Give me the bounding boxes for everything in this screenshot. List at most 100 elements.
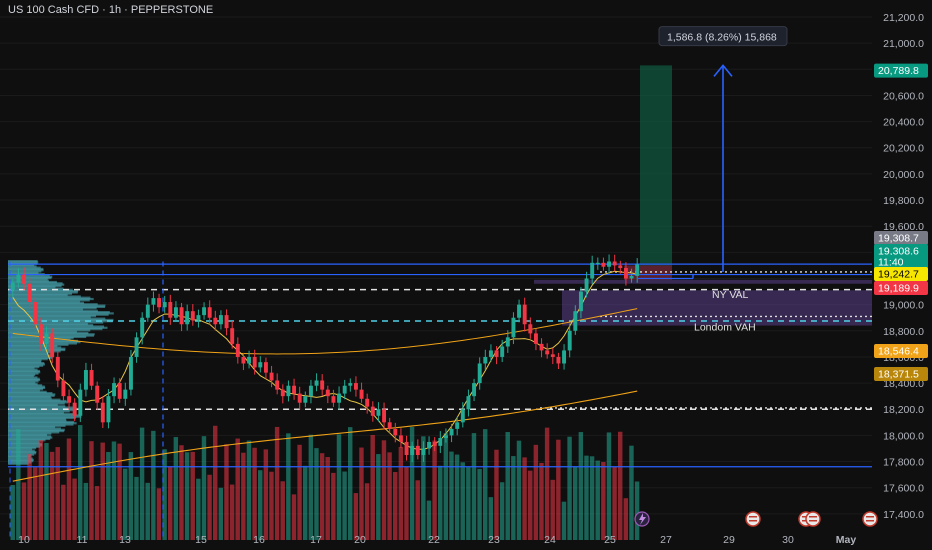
volume-bar bbox=[263, 449, 269, 540]
candle-body bbox=[145, 304, 150, 318]
volume-bar bbox=[134, 476, 139, 540]
y-tick-label: 20,200.0 bbox=[883, 143, 924, 155]
candle-body bbox=[112, 383, 117, 397]
volume-profile-bar bbox=[8, 381, 36, 384]
volume-profile-bar bbox=[8, 358, 48, 361]
volume-profile-bar bbox=[8, 265, 37, 268]
candle-body bbox=[460, 409, 465, 423]
volume-bar bbox=[106, 451, 111, 540]
volume-bar bbox=[10, 485, 15, 540]
volume-profile-bar bbox=[8, 347, 66, 350]
volume-profile-bar bbox=[8, 288, 73, 291]
candle-body bbox=[539, 343, 544, 351]
volume-profile-bar bbox=[8, 367, 35, 370]
volume-profile-bar bbox=[8, 327, 103, 331]
us-flag-stripe bbox=[809, 516, 817, 518]
y-tick-label: 18,000.0 bbox=[883, 430, 924, 442]
volume-profile-bar bbox=[8, 318, 114, 322]
candle-body bbox=[10, 282, 15, 291]
volume-profile-bar bbox=[8, 403, 58, 407]
volume-bar bbox=[449, 451, 454, 540]
volume-bar bbox=[561, 501, 567, 540]
volume-profile-bar bbox=[8, 412, 75, 416]
candle-body bbox=[415, 445, 420, 456]
volume-profile-bar bbox=[8, 359, 42, 362]
candle-body bbox=[472, 383, 477, 397]
volume-bar bbox=[49, 451, 55, 540]
candles bbox=[10, 254, 640, 463]
volume-profile-bar bbox=[8, 293, 68, 297]
volume-bar bbox=[235, 438, 240, 540]
volume-bar bbox=[398, 446, 404, 540]
volume-bar bbox=[432, 440, 437, 540]
volume-profile-bar bbox=[8, 317, 106, 320]
price-tag bbox=[874, 63, 928, 78]
volume-bar bbox=[94, 486, 100, 540]
volume-profile-bar bbox=[8, 423, 74, 426]
volume-profile-bar bbox=[8, 322, 88, 325]
candle-body bbox=[72, 402, 77, 416]
volume-bar bbox=[488, 497, 494, 540]
volume-bar bbox=[387, 452, 392, 540]
lightning-icon bbox=[639, 513, 646, 525]
volume-bar bbox=[595, 460, 600, 540]
candle-body bbox=[140, 317, 145, 338]
volume-bar bbox=[83, 482, 89, 540]
candle-body bbox=[550, 354, 555, 357]
volume-profile-bar bbox=[8, 428, 65, 431]
volume-profile-bar bbox=[8, 364, 44, 367]
candle-body bbox=[432, 441, 437, 446]
volume-profile-bar bbox=[8, 278, 48, 281]
y-tick-label: 17,800.0 bbox=[883, 457, 924, 469]
price-tag bbox=[874, 344, 928, 358]
volume-bar bbox=[567, 436, 572, 540]
volume-bar bbox=[550, 479, 555, 540]
volume-bar bbox=[634, 481, 640, 540]
vwap-line bbox=[12, 270, 638, 450]
x-tick-label: 16 bbox=[253, 534, 265, 546]
candle-body bbox=[601, 262, 606, 267]
candle-body bbox=[342, 385, 347, 394]
candle-body bbox=[106, 396, 111, 423]
volume-profile-bar bbox=[8, 316, 91, 319]
volume-profile bbox=[8, 260, 114, 465]
volume-bar bbox=[274, 426, 280, 540]
candle-body bbox=[218, 315, 223, 325]
price-tag-label: 19,189.9 bbox=[878, 283, 919, 295]
candle-body bbox=[263, 362, 268, 373]
supply-zone bbox=[534, 279, 872, 284]
candle-body bbox=[370, 406, 375, 416]
volume-profile-bar bbox=[8, 348, 66, 352]
candle-body bbox=[50, 333, 55, 357]
y-tick-label: 20,400.0 bbox=[883, 117, 924, 129]
volume-profile-bar bbox=[8, 352, 48, 356]
candle-body bbox=[522, 304, 527, 325]
candle-body bbox=[528, 324, 533, 334]
candle-body bbox=[618, 265, 623, 269]
volume-profile-bar bbox=[8, 458, 34, 461]
volume-profile-bar bbox=[8, 308, 83, 311]
volume-profile-bar bbox=[8, 398, 61, 401]
candle-body bbox=[185, 311, 190, 325]
price-tag-label: 18,546.4 bbox=[878, 346, 919, 358]
candle-body bbox=[269, 372, 274, 381]
volume-bar bbox=[556, 439, 561, 540]
volume-bar bbox=[438, 465, 443, 540]
candle-body bbox=[179, 307, 184, 325]
y-tick-label: 17,400.0 bbox=[883, 509, 924, 521]
volume-bar bbox=[184, 452, 190, 540]
volume-profile-bar bbox=[8, 350, 61, 353]
candle-body bbox=[162, 302, 167, 308]
volume-profile-bar bbox=[8, 275, 53, 278]
volume-profile-bar bbox=[8, 341, 81, 344]
volume-bar bbox=[606, 432, 612, 540]
volume-profile-bar bbox=[8, 344, 58, 348]
us-flag-stripe bbox=[749, 520, 757, 522]
candle-body bbox=[123, 389, 128, 399]
volume-profile-bar bbox=[8, 429, 65, 433]
volume-profile-bar bbox=[8, 304, 106, 307]
volume-bar bbox=[229, 484, 235, 540]
candle-body bbox=[61, 380, 66, 397]
volume-profile-bar bbox=[8, 410, 70, 413]
